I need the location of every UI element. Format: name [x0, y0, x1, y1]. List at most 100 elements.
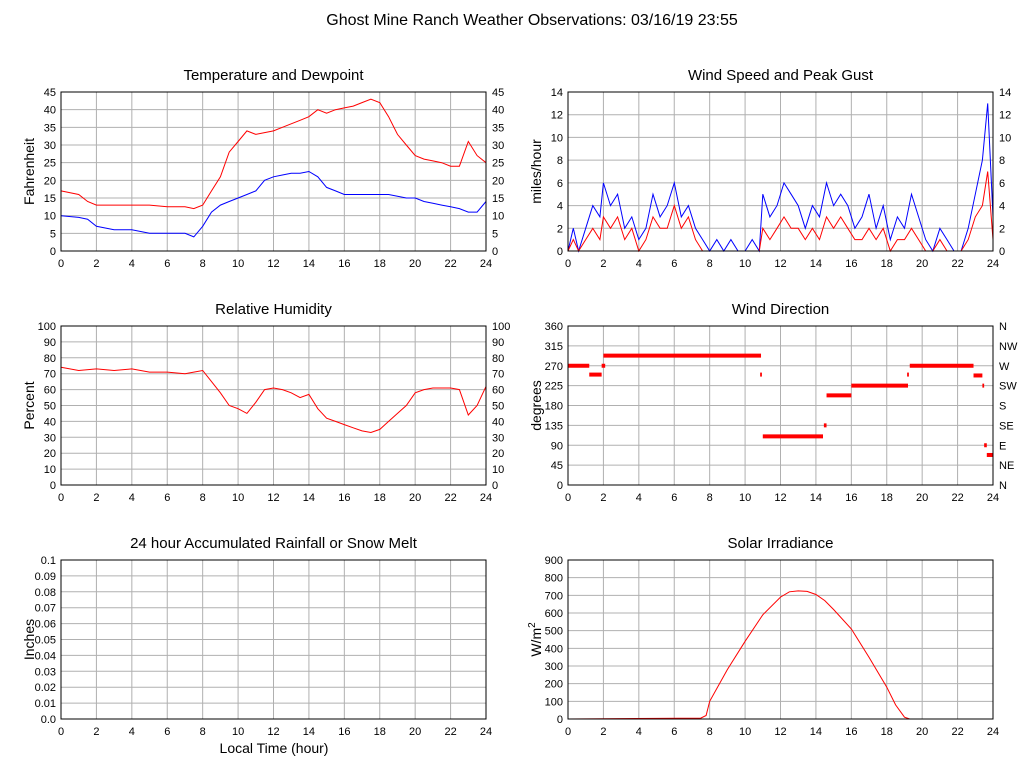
solar-x-tick: 2: [600, 726, 606, 738]
wdir-y-tick: 45: [551, 460, 563, 472]
rain-panel: 24 hour Accumulated Rainfall or Snow Mel…: [21, 535, 492, 738]
wind-title: Wind Speed and Peak Gust: [688, 67, 874, 84]
wind-right-tick: 0: [999, 246, 1005, 258]
wind-right-tick: 10: [999, 132, 1011, 144]
solar-frame: [567, 559, 994, 720]
rh-y-tick: 20: [44, 448, 56, 460]
solar-y-tick: 700: [545, 590, 563, 602]
temp-right-tick: 15: [492, 193, 504, 205]
wdir-right-tick: NE: [999, 460, 1014, 472]
rh-y-tick: 100: [38, 321, 56, 333]
wdir-x-tick: 8: [707, 492, 713, 504]
temp-ylabel: Fahrenheit: [21, 138, 37, 205]
temp-x-tick: 14: [303, 258, 315, 270]
rh-x-tick: 6: [164, 492, 170, 504]
wind-right-tick: 12: [999, 110, 1011, 122]
wind-x-tick: 20: [916, 258, 928, 270]
rh-x-tick: 8: [200, 492, 206, 504]
temp-x-tick: 20: [409, 258, 421, 270]
wind-right-tick: 14: [999, 87, 1011, 99]
rain-x-tick: 12: [267, 726, 279, 738]
rain-ylabel: Inches: [21, 619, 37, 660]
wdir-x-tick: 12: [774, 492, 786, 504]
wind-y-tick: 4: [557, 201, 563, 213]
rh-right-tick: 0: [492, 480, 498, 492]
rh-y-tick: 60: [44, 385, 56, 397]
rain-y-tick: 0.02: [35, 682, 56, 694]
rain-x-tick: 4: [129, 726, 135, 738]
temp-x-tick: 10: [232, 258, 244, 270]
solar-x-tick: 10: [739, 726, 751, 738]
solar-x-tick: 4: [636, 726, 642, 738]
rain-y-tick: 0.07: [35, 603, 56, 615]
rain-y-tick: 0.05: [35, 635, 56, 647]
rh-x-tick: 16: [338, 492, 350, 504]
rain-x-tick: 14: [303, 726, 315, 738]
wdir-x-tick: 6: [671, 492, 677, 504]
wdir-y-tick: 360: [545, 321, 563, 333]
rh-right-tick: 20: [492, 448, 504, 460]
solar-series-line: [567, 590, 993, 720]
rain-y-tick: 0.01: [35, 698, 56, 710]
rh-right-tick: 30: [492, 432, 504, 444]
solar-x-tick: 16: [845, 726, 857, 738]
wdir-right-tick: N: [999, 480, 1007, 492]
temp-right-tick: 40: [492, 105, 504, 117]
solar-y-tick: 200: [545, 679, 563, 691]
rain-x-tick: 2: [93, 726, 99, 738]
wdir-x-tick: 20: [916, 492, 928, 504]
rh-right-tick: 70: [492, 369, 504, 381]
temp-right-tick: 20: [492, 175, 504, 187]
rh-x-tick: 10: [232, 492, 244, 504]
wdir-right-tick: W: [999, 361, 1010, 373]
solar-x-tick: 8: [707, 726, 713, 738]
solar-x-tick: 20: [916, 726, 928, 738]
figure-title: Ghost Mine Ranch Weather Observations: 0…: [326, 12, 738, 29]
wdir-frame: [567, 325, 994, 486]
wdir-y-tick: 90: [551, 440, 563, 452]
solar-x-tick: 14: [810, 726, 822, 738]
solar-x-tick: 22: [951, 726, 963, 738]
wdir-x-tick: 4: [636, 492, 642, 504]
solar-y-tick: 400: [545, 643, 563, 655]
temp-series-line: [60, 170, 487, 238]
wdir-right-tick: N: [999, 321, 1007, 333]
temp-right-tick: 30: [492, 140, 504, 152]
rh-right-tick: 100: [492, 321, 510, 333]
wind-x-tick: 14: [810, 258, 822, 270]
solar-x-tick: 12: [774, 726, 786, 738]
wdir-x-tick: 22: [951, 492, 963, 504]
wdir-x-tick: 10: [739, 492, 751, 504]
temp-right-tick: 35: [492, 122, 504, 134]
temp-y-tick: 10: [44, 211, 56, 223]
temp-y-tick: 30: [44, 140, 56, 152]
wdir-right-tick: SW: [999, 381, 1017, 393]
rh-title: Relative Humidity: [215, 301, 332, 318]
wdir-y-tick: 270: [545, 361, 563, 373]
rain-x-tick: 8: [200, 726, 206, 738]
wdir-y-tick: 0: [557, 480, 563, 492]
wind-x-tick: 16: [845, 258, 857, 270]
wdir-right-tick: E: [999, 440, 1006, 452]
wind-frame: [567, 91, 994, 252]
temp-frame: [60, 91, 487, 252]
rh-y-tick: 50: [44, 401, 56, 413]
wind-x-tick: 4: [636, 258, 642, 270]
temp-x-tick: 16: [338, 258, 350, 270]
rain-x-tick: 6: [164, 726, 170, 738]
rh-right-tick: 80: [492, 353, 504, 365]
rh-y-tick: 10: [44, 464, 56, 476]
rh-y-tick: 0: [50, 480, 56, 492]
wdir-right-tick: S: [999, 401, 1006, 413]
wind-right-tick: 4: [999, 201, 1005, 213]
wind-series-line: [567, 103, 994, 253]
rain-y-tick: 0.06: [35, 619, 56, 631]
rh-x-tick: 22: [444, 492, 456, 504]
temp-x-tick: 18: [374, 258, 386, 270]
temp-right-tick: 45: [492, 87, 504, 99]
rain-y-tick: 0.03: [35, 666, 56, 678]
rain-y-tick: 0.08: [35, 587, 56, 599]
